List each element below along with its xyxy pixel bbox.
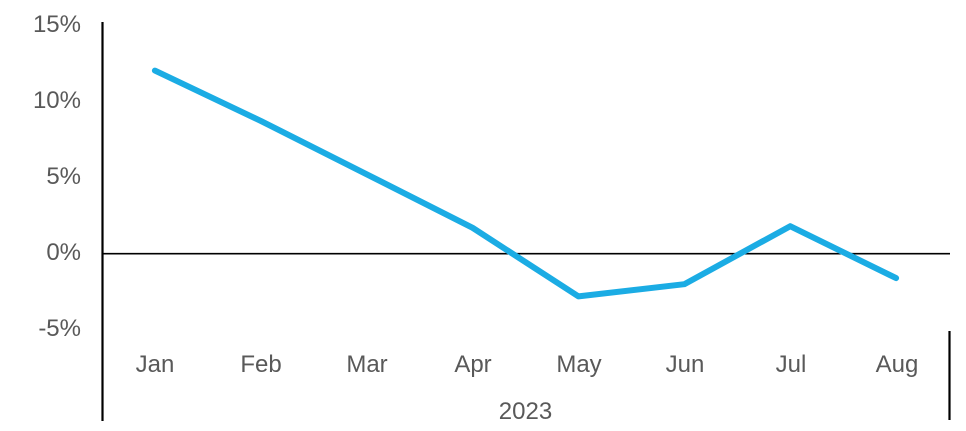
x-tick-label-apr: Apr	[454, 351, 492, 378]
y-tick-label-15: 15%	[32, 11, 81, 38]
trend-line	[151, 67, 900, 300]
x-tick-label-jul: Jul	[775, 351, 807, 378]
x-tick-label-may: May	[556, 351, 602, 378]
x-tick-label-mar: Mar	[346, 351, 388, 378]
x-tick-label-feb: Feb	[240, 351, 282, 378]
x-tick-label-jan: Jan	[135, 351, 175, 378]
y-tick-label-0: 0%	[46, 239, 81, 266]
x-tick-label-jun: Jun	[665, 351, 705, 378]
y-tick-label-10: 10%	[32, 87, 81, 114]
y-tick-label-neg5: -5%	[38, 315, 81, 342]
y-tick-label-5: 5%	[46, 163, 81, 190]
x-axis-year-label: 2023	[498, 398, 553, 425]
x-tick-label-aug: Aug	[875, 351, 919, 378]
